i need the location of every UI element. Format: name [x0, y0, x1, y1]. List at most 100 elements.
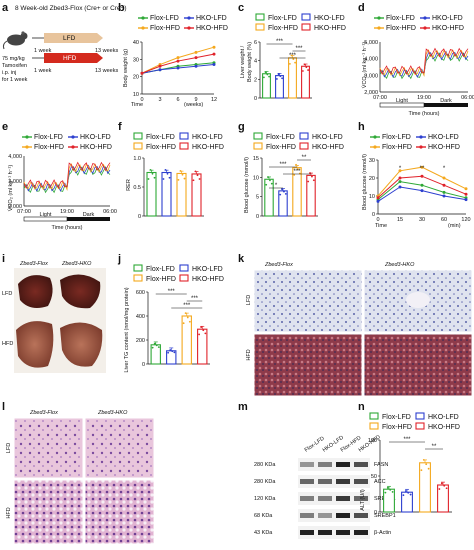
legend-label: Flox-HFD	[146, 276, 176, 283]
y-tick-label: 4	[254, 59, 257, 65]
legend-label: HKO-LFD	[428, 134, 459, 141]
data-point	[464, 192, 468, 196]
panel-k-col1: Zbed3-Flox	[264, 262, 293, 268]
y-tick-label: 4,000	[364, 57, 378, 63]
legend-marker	[141, 26, 145, 30]
legend-label: HKO-LFD	[428, 414, 459, 421]
legend-label: HKO-HFD	[312, 144, 344, 151]
legend-label: HKO-HFD	[80, 144, 112, 151]
y-tick-label: 400	[136, 314, 145, 320]
legend-label: HKO-LFD	[196, 15, 227, 22]
y-tick-label: 0	[142, 362, 145, 368]
legend-swatch	[301, 23, 311, 31]
legend-label: Flox-HFD	[266, 144, 296, 151]
y-tick-label: 0	[372, 212, 375, 218]
y-tick-label: 30	[369, 158, 375, 164]
data-point	[149, 168, 152, 171]
data-point	[309, 172, 311, 174]
lfd-arrow	[44, 33, 103, 43]
data-point	[168, 176, 171, 179]
legend-label: Flox-LFD	[34, 134, 63, 141]
legend-swatch	[133, 142, 143, 150]
data-point	[279, 75, 282, 78]
data-point	[398, 176, 402, 180]
panel-n: n Flox-LFD HKO-LFD Flox-HFD HKO-HFD ALT (U/…	[358, 401, 460, 516]
blot-band	[336, 479, 350, 484]
data-point	[404, 490, 407, 492]
legend-label: Flox-LFD	[386, 15, 415, 22]
y-tick-label: 2	[254, 77, 257, 83]
x-axis-title: Time (hours)	[409, 111, 440, 117]
data-point	[176, 59, 180, 63]
panel-i-col1: Zbed3-Flox	[19, 261, 48, 267]
data-point	[265, 183, 268, 186]
lfd-week13: 13 weeks	[95, 48, 118, 54]
data-point	[198, 333, 201, 336]
data-point	[171, 350, 174, 353]
data-point	[398, 185, 402, 189]
legend-swatch	[179, 132, 189, 140]
hfd-week1: 1 week	[34, 68, 52, 74]
y-tick-label: 4,000	[8, 154, 22, 160]
panel-a-title: 8 Week-old Zbed3-Flox (Cre+ or Cre−)	[15, 5, 127, 12]
y-tick-label: 100	[368, 438, 377, 444]
data-point	[386, 486, 389, 489]
legend-marker	[373, 135, 377, 139]
data-point	[420, 469, 423, 472]
y-tick-label: 20	[133, 75, 139, 81]
data-point	[184, 312, 187, 315]
legend-label: HKO-HFD	[428, 424, 460, 431]
data-point	[384, 491, 387, 494]
mouse-icon	[2, 31, 28, 50]
y-tick-label: 0	[256, 214, 259, 220]
panel-h-ylabel: Blood glucose (mmol/l)	[362, 154, 368, 210]
significance-stars: **	[432, 444, 437, 450]
dose-line-1: 75 mg/kg	[2, 56, 25, 62]
band-kda: 280 KDa	[254, 462, 276, 468]
panel-label-e: e	[2, 121, 8, 133]
panel-h-xlabel: Time	[375, 223, 387, 229]
dark-bar	[67, 217, 110, 221]
band-kda: 120 KDa	[254, 496, 276, 502]
panel-label-j: j	[117, 253, 121, 265]
panel-k-col2: Zbed3-HKO	[384, 262, 415, 268]
hfd-week13: 13 weeks	[95, 68, 118, 74]
legend-label: HKO-LFD	[432, 15, 463, 22]
legend-label: HKO-LFD	[314, 15, 345, 22]
legend-label: Flox-HFD	[268, 25, 298, 32]
panel-l-row2: HFD	[6, 507, 12, 518]
significance-stars: *	[399, 166, 402, 172]
legend-marker	[423, 16, 427, 20]
data-point	[281, 77, 283, 80]
x-axis-title: Time (hours)	[52, 225, 83, 231]
panel-f-ylabel: RER	[126, 179, 132, 191]
data-point	[464, 198, 468, 202]
panel-l: l Zbed3-Flox Zbed3-HKO LFD HFD	[2, 401, 155, 545]
blot-band	[300, 462, 314, 467]
legend-label: Flox-HFD	[382, 424, 412, 431]
y-tick-label: 600	[136, 290, 145, 296]
data-point	[442, 176, 446, 180]
band-protein-name: β-Actin	[374, 530, 391, 536]
data-point	[438, 488, 441, 490]
data-point	[302, 70, 304, 72]
data-point	[407, 491, 410, 494]
liver-hko-lfd	[60, 274, 101, 309]
blot-band	[336, 462, 350, 467]
histology-l-flox-hfd	[13, 479, 84, 545]
legend-marker	[141, 16, 145, 20]
panel-b-xlabel: Time	[131, 102, 143, 108]
data-point	[188, 320, 191, 323]
data-point	[176, 66, 180, 70]
liver-hko-hfd	[60, 322, 103, 367]
panel-i-col2: Zbed3-HKO	[61, 261, 92, 267]
legend-label: Flox-HFD	[34, 144, 64, 151]
data-point	[266, 73, 269, 76]
blot-band	[354, 479, 368, 484]
x-tick-label: 12	[211, 97, 217, 103]
y-tick-label: 2,000	[364, 90, 378, 96]
legend-marker	[423, 26, 427, 30]
blot-band	[354, 462, 368, 467]
panel-k-row2: HFD	[246, 349, 252, 360]
legend-label: Flox-LFD	[146, 266, 175, 273]
